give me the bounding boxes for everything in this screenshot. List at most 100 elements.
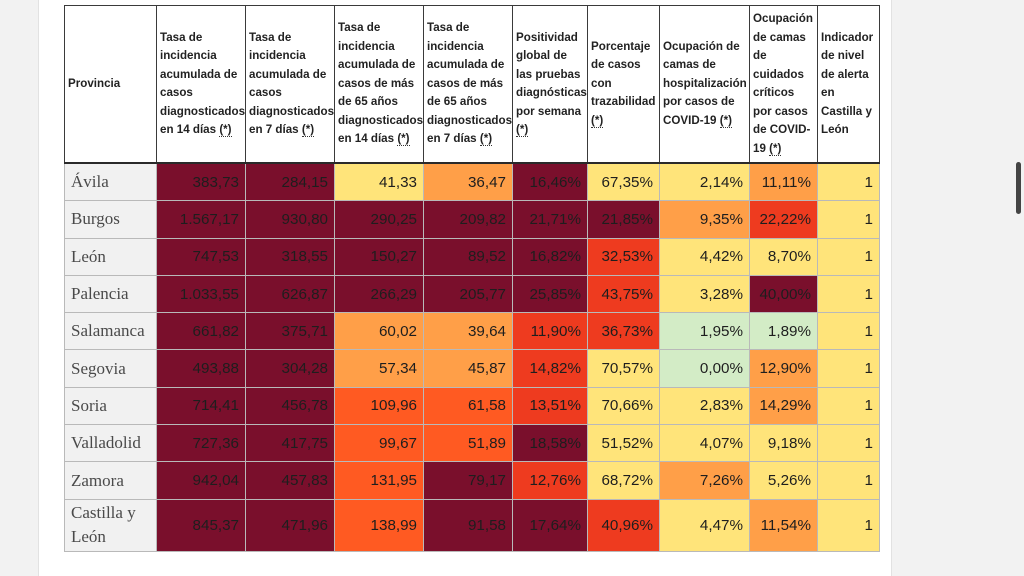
header-positividad: Positividad global de las pruebas diagnó… (512, 5, 588, 164)
info-link[interactable]: (*) (516, 123, 529, 137)
value-cell: 1,89% (749, 312, 818, 351)
value-cell: 40,96% (587, 498, 660, 552)
province-cell: Segovia (64, 349, 157, 388)
value-cell: 318,55 (245, 237, 335, 276)
header-incidencia-7d: Tasa de incidencia acumulada de casos di… (245, 5, 335, 164)
value-cell: 17,64% (512, 498, 588, 552)
value-cell: 4,47% (659, 498, 750, 552)
value-cell: 36,73% (587, 312, 660, 351)
table-row: León 747,53 318,55 150,27 89,52 16,82% 32,53% 4… (64, 237, 880, 276)
table-header-row: Provincia Tasa de incidencia acumulada d… (64, 5, 880, 164)
value-cell: 661,82 (156, 312, 246, 351)
value-cell: 0,00% (659, 349, 750, 388)
value-cell: 304,28 (245, 349, 335, 388)
value-cell: 714,41 (156, 386, 246, 426)
value-cell: 1 (817, 461, 880, 500)
table-row: Palencia 1.033,55 626,87 266,29 205,77 25,85%… (64, 274, 880, 314)
value-cell: 32,53% (587, 237, 660, 276)
value-cell: 14,82% (512, 349, 588, 388)
value-cell: 1 (817, 498, 880, 552)
province-cell: Castilla y León (64, 498, 157, 552)
table-row: Valladolid 727,36 417,75 99,67 51,89 18,58% 51… (64, 424, 880, 463)
value-cell: 11,90% (512, 312, 588, 351)
province-cell: Salamanca (64, 312, 157, 351)
value-cell: 89,52 (423, 237, 513, 276)
value-cell: 39,64 (423, 312, 513, 351)
info-link[interactable]: (*) (301, 123, 315, 137)
value-cell: 36,47 (423, 162, 513, 202)
scrollbar-thumb[interactable] (1016, 162, 1021, 214)
value-cell: 67,35% (587, 162, 660, 202)
value-cell: 25,85% (512, 274, 588, 314)
value-cell: 284,15 (245, 162, 335, 202)
value-cell: 13,51% (512, 386, 588, 426)
table-row: Zamora 942,04 457,83 131,95 79,17 12,76% 68,72… (64, 461, 880, 500)
header-incidencia-65-14d: Tasa de incidencia acumulada de casos de… (334, 5, 424, 164)
value-cell: 9,35% (659, 200, 750, 239)
value-cell: 5,26% (749, 461, 818, 500)
value-cell: 41,33 (334, 162, 424, 202)
value-cell: 45,87 (423, 349, 513, 388)
value-cell: 205,77 (423, 274, 513, 314)
value-cell: 209,82 (423, 200, 513, 239)
info-link[interactable]: (*) (219, 123, 232, 137)
value-cell: 57,34 (334, 349, 424, 388)
value-cell: 11,54% (749, 498, 818, 552)
value-cell: 457,83 (245, 461, 335, 500)
value-cell: 150,27 (334, 237, 424, 276)
info-link[interactable]: (*) (479, 132, 493, 147)
province-cell: Valladolid (64, 424, 157, 463)
value-cell: 1.033,55 (156, 274, 246, 314)
scrollbar-track[interactable] (1014, 0, 1024, 576)
value-cell: 138,99 (334, 498, 424, 552)
value-cell: 68,72% (587, 461, 660, 500)
table-row: Soria 714,41 456,78 109,96 61,58 13,51% 70,66%… (64, 386, 880, 426)
value-cell: 1 (817, 200, 880, 239)
value-cell: 99,67 (334, 424, 424, 463)
province-cell: Palencia (64, 274, 157, 314)
value-cell: 493,88 (156, 349, 246, 388)
value-cell: 2,14% (659, 162, 750, 202)
value-cell: 131,95 (334, 461, 424, 500)
value-cell: 70,57% (587, 349, 660, 388)
value-cell: 2,83% (659, 386, 750, 426)
province-cell: Burgos (64, 200, 157, 239)
value-cell: 79,17 (423, 461, 513, 500)
value-cell: 383,73 (156, 162, 246, 202)
value-cell: 18,58% (512, 424, 588, 463)
value-cell: 22,22% (749, 200, 818, 239)
value-cell: 1 (817, 237, 880, 276)
header-provincia: Provincia (64, 5, 157, 164)
value-cell: 3,28% (659, 274, 750, 314)
header-nivel-alerta: Indicador de nivel de alerta en Castilla… (817, 5, 880, 164)
value-cell: 8,70% (749, 237, 818, 276)
value-cell: 1 (817, 312, 880, 351)
value-cell: 91,58 (423, 498, 513, 552)
value-cell: 4,42% (659, 237, 750, 276)
table-row: Ávila 383,73 284,15 41,33 36,47 16,46% 67,35% 2… (64, 162, 880, 202)
province-cell: Ávila (64, 162, 157, 202)
value-cell: 7,26% (659, 461, 750, 500)
value-cell: 109,96 (334, 386, 424, 426)
value-cell: 1 (817, 162, 880, 202)
value-cell: 4,07% (659, 424, 750, 463)
info-link[interactable]: (*) (591, 113, 604, 128)
value-cell: 16,46% (512, 162, 588, 202)
value-cell: 266,29 (334, 274, 424, 314)
province-cell: Zamora (64, 461, 157, 500)
table-row: Burgos 1.567,17 930,80 290,25 209,82 21,71% 21… (64, 200, 880, 239)
header-incidencia-65-7d: Tasa de incidencia acumulada de casos de… (423, 5, 513, 164)
info-link[interactable]: (*) (769, 141, 782, 156)
header-ocupacion-uci: Ocupación de camas de cuidados críticos … (749, 5, 818, 164)
value-cell: 375,71 (245, 312, 335, 351)
value-cell: 70,66% (587, 386, 660, 426)
header-ocupacion-hospital: Ocupación de camas de hospitalización po… (659, 5, 750, 164)
table-row: Segovia 493,88 304,28 57,34 45,87 14,82% 70,57… (64, 349, 880, 388)
value-cell: 1 (817, 424, 880, 463)
table-row: Salamanca 661,82 375,71 60,02 39,64 11,90% 36,… (64, 312, 880, 351)
value-cell: 11,11% (749, 162, 818, 202)
value-cell: 60,02 (334, 312, 424, 351)
value-cell: 727,36 (156, 424, 246, 463)
info-link[interactable]: (*) (397, 132, 410, 147)
info-link[interactable]: (*) (719, 113, 732, 128)
